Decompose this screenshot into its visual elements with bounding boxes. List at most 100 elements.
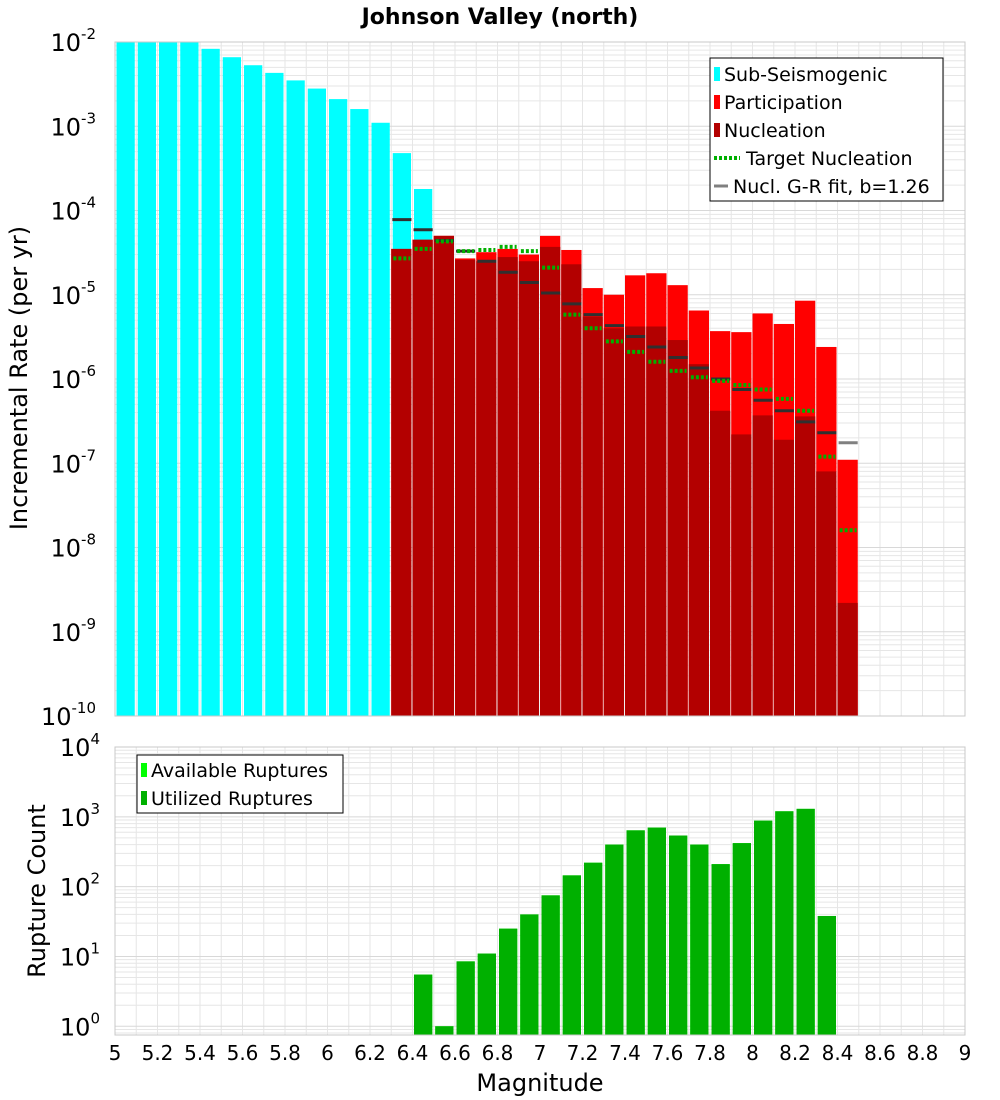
top-legend: Sub-Seismogenic Participation Nucleation Ta… bbox=[709, 57, 944, 202]
top-plot-frame bbox=[114, 41, 966, 717]
legend-swatch bbox=[714, 95, 720, 109]
nucleation-bar bbox=[455, 259, 476, 716]
nucleation-bar bbox=[518, 261, 539, 716]
top-y-axis-label: Incremental Rate (per yr) bbox=[5, 226, 33, 530]
x-tick-label: 6.6 bbox=[439, 1041, 471, 1065]
legend-entry: Available Ruptures bbox=[151, 760, 328, 782]
nucleation-bar bbox=[433, 235, 454, 717]
top-y-tick-label: 10-7 bbox=[50, 446, 96, 478]
sub-seismogenic-bar bbox=[137, 42, 156, 716]
utilized-ruptures-bar bbox=[414, 974, 433, 1035]
nucleation-bar bbox=[582, 316, 603, 716]
x-tick-label: 6.8 bbox=[482, 1041, 514, 1065]
nucleation-bar bbox=[710, 410, 731, 716]
utilized-ruptures-bar bbox=[775, 811, 794, 1035]
x-tick-label: 8.8 bbox=[907, 1041, 939, 1065]
bottom-y-tick-label: 101 bbox=[60, 939, 100, 971]
nucleation-bar bbox=[773, 439, 794, 716]
nucleation-bar bbox=[391, 248, 412, 716]
sub-seismogenic-bar bbox=[329, 99, 348, 716]
sub-seismogenic-bar bbox=[371, 122, 390, 716]
top-y-tick-label: 10-4 bbox=[50, 194, 96, 226]
nucleation-bar bbox=[476, 261, 497, 716]
bottom-y-tick-labels: 100 101 102 103 104 bbox=[60, 730, 100, 1041]
x-tick-label: 6 bbox=[321, 1041, 334, 1065]
x-tick-label: 9 bbox=[959, 1041, 972, 1065]
bottom-y-axis-label: Rupture Count bbox=[23, 804, 51, 978]
legend-entry: Target Nucleation bbox=[745, 148, 913, 170]
utilized-ruptures-bar bbox=[669, 835, 688, 1035]
nucleation-bar bbox=[837, 602, 858, 716]
nucleation-bar bbox=[688, 364, 709, 716]
sub-seismogenic-bar bbox=[307, 88, 326, 717]
x-tick-label: 5.8 bbox=[269, 1041, 301, 1065]
bottom-legend: Available Ruptures Utilized Ruptures bbox=[136, 754, 344, 814]
top-y-tick-labels: 10-10 10-9 10-8 10-7 10-6 10-5 10-4 10-3 10-2 bbox=[41, 25, 96, 731]
top-y-tick-label: 10-2 bbox=[50, 25, 96, 57]
sub-seismogenic-bar bbox=[180, 42, 199, 716]
bottom-plot-frame bbox=[114, 746, 966, 1036]
nucleation-bar bbox=[731, 434, 752, 716]
legend-entry: Sub-Seismogenic bbox=[724, 64, 888, 86]
utilized-ruptures-bar bbox=[541, 895, 560, 1035]
utilized-ruptures-bar bbox=[690, 844, 709, 1035]
bottom-y-tick-label: 104 bbox=[60, 730, 100, 762]
nucleation-bar bbox=[816, 471, 837, 716]
bottom-bars bbox=[414, 808, 836, 1035]
bottom-panel: 100 101 102 103 104 5 5.2 5.4 5.6 5.8 6 6.2 6.4 6.6 6… bbox=[23, 730, 971, 1097]
utilized-ruptures-bar bbox=[711, 864, 730, 1035]
top-bars bbox=[116, 42, 858, 717]
nucleation-bar bbox=[795, 416, 816, 716]
sub-seismogenic-bar bbox=[222, 57, 241, 716]
top-y-tick-label: 10-5 bbox=[50, 278, 96, 310]
x-tick-label: 8.6 bbox=[864, 1041, 896, 1065]
utilized-ruptures-bar bbox=[520, 914, 539, 1035]
top-markers bbox=[392, 218, 858, 533]
nucleation-bar bbox=[412, 239, 433, 716]
legend-swatch bbox=[141, 791, 147, 805]
utilized-ruptures-bar bbox=[626, 830, 645, 1035]
x-tick-label: 7.2 bbox=[567, 1041, 599, 1065]
utilized-ruptures-bar bbox=[647, 827, 666, 1035]
x-tick-label: 5 bbox=[109, 1041, 122, 1065]
utilized-ruptures-bar bbox=[499, 928, 518, 1035]
utilized-ruptures-bar bbox=[732, 843, 751, 1035]
x-tick-label: 8 bbox=[746, 1041, 759, 1065]
top-panel: 10-10 10-9 10-8 10-7 10-6 10-5 10-4 10-3 10-2 In… bbox=[5, 25, 966, 731]
x-tick-label: 8.2 bbox=[779, 1041, 811, 1065]
bottom-y-tick-label: 100 bbox=[60, 1009, 100, 1041]
utilized-ruptures-bar bbox=[796, 808, 815, 1035]
top-y-tick-label: 10-10 bbox=[41, 699, 96, 731]
nucleation-bar bbox=[625, 326, 646, 716]
legend-entry: Nucleation bbox=[724, 120, 826, 142]
bottom-y-tick-label: 103 bbox=[60, 800, 100, 832]
nucleation-bar bbox=[646, 326, 667, 716]
legend-swatch bbox=[714, 123, 720, 137]
sub-seismogenic-bar bbox=[159, 42, 178, 716]
nucleation-bar bbox=[497, 257, 518, 716]
sub-seismogenic-bar bbox=[244, 65, 263, 717]
top-y-tick-label: 10-9 bbox=[50, 615, 96, 647]
top-y-tick-label: 10-6 bbox=[50, 362, 96, 394]
utilized-ruptures-bar bbox=[584, 862, 603, 1035]
x-axis-label: Magnitude bbox=[476, 1069, 603, 1097]
x-tick-label: 7.8 bbox=[694, 1041, 726, 1065]
top-legend-box bbox=[709, 57, 944, 202]
legend-entry: Participation bbox=[724, 92, 843, 114]
sub-seismogenic-bar bbox=[350, 109, 369, 716]
x-tick-labels: 5 5.2 5.4 5.6 5.8 6 6.2 6.4 6.6 6.8 7 7.2 7.4 7.6 7.8 8… bbox=[109, 1041, 972, 1065]
utilized-ruptures-bar bbox=[605, 844, 624, 1035]
x-tick-label: 5.2 bbox=[142, 1041, 174, 1065]
x-tick-label: 6.2 bbox=[354, 1041, 386, 1065]
nucleation-bar bbox=[603, 328, 624, 716]
sub-seismogenic-bar bbox=[201, 48, 220, 716]
nucleation-bar bbox=[752, 415, 773, 716]
x-tick-label: 7.6 bbox=[652, 1041, 684, 1065]
sub-seismogenic-bar bbox=[265, 72, 284, 717]
sub-seismogenic-bar bbox=[286, 80, 305, 716]
nucleation-bar bbox=[540, 246, 561, 716]
chart-title: Johnson Valley (north) bbox=[360, 5, 639, 30]
x-tick-label: 7.4 bbox=[609, 1041, 641, 1065]
legend-entry: Nucl. G-R fit, b=1.26 bbox=[733, 176, 930, 198]
